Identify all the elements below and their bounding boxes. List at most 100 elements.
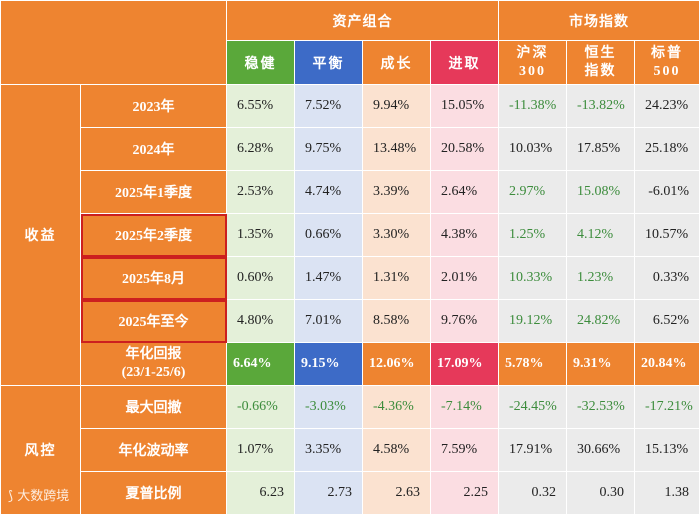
cell: -17.21% bbox=[635, 386, 699, 429]
cell: 9.75% bbox=[295, 128, 363, 171]
cell: 0.33% bbox=[635, 257, 699, 300]
row-label: 2024年 bbox=[81, 128, 227, 171]
cell: 1.47% bbox=[295, 257, 363, 300]
cell: 30.66% bbox=[567, 429, 635, 472]
cell: -6.01% bbox=[635, 171, 699, 214]
cell: 4.80% bbox=[227, 300, 295, 343]
row-label: 年化回报(23/1-25/6) bbox=[81, 343, 227, 386]
cell: 6.23 bbox=[227, 472, 295, 515]
cell-highlight: 12.06% bbox=[363, 343, 431, 386]
cell: 17.85% bbox=[567, 128, 635, 171]
cell: 25.18% bbox=[635, 128, 699, 171]
column-header-aggressive: 进取 bbox=[431, 41, 499, 85]
cell-highlight: 5.78% bbox=[499, 343, 567, 386]
row-label-highlighted: 2025年8月 bbox=[81, 257, 227, 300]
cell: 4.12% bbox=[567, 214, 635, 257]
cell: 2.53% bbox=[227, 171, 295, 214]
cell-highlight: 9.31% bbox=[567, 343, 635, 386]
cell: 10.57% bbox=[635, 214, 699, 257]
cell: 1.07% bbox=[227, 429, 295, 472]
watermark-logo-icon: ⟆ bbox=[8, 489, 13, 504]
cell: -3.03% bbox=[295, 386, 363, 429]
cell: 7.01% bbox=[295, 300, 363, 343]
row-label: 夏普比例 bbox=[81, 472, 227, 515]
cell: 15.05% bbox=[431, 85, 499, 128]
cell: 10.03% bbox=[499, 128, 567, 171]
cell: 15.13% bbox=[635, 429, 699, 472]
column-header-steady: 稳健 bbox=[227, 41, 295, 85]
cell-highlight: 17.09% bbox=[431, 343, 499, 386]
cell: 24.23% bbox=[635, 85, 699, 128]
cell: 1.23% bbox=[567, 257, 635, 300]
column-header-balanced: 平衡 bbox=[295, 41, 363, 85]
row-label-highlighted: 2025年至今 bbox=[81, 300, 227, 343]
cell-highlight: 6.64% bbox=[227, 343, 295, 386]
cell: 6.28% bbox=[227, 128, 295, 171]
column-header-growth: 成长 bbox=[363, 41, 431, 85]
cell: 13.48% bbox=[363, 128, 431, 171]
portfolio-group-header: 资产组合 bbox=[227, 1, 499, 41]
cell: 10.33% bbox=[499, 257, 567, 300]
cell: 3.30% bbox=[363, 214, 431, 257]
row-label: 2023年 bbox=[81, 85, 227, 128]
table-row: 夏普比例 6.23 2.73 2.63 2.25 0.32 0.30 1.38 bbox=[1, 472, 699, 515]
cell: 3.35% bbox=[295, 429, 363, 472]
table-row: 年化波动率 1.07% 3.35% 4.58% 7.59% 17.91% 30.… bbox=[1, 429, 699, 472]
cell: 4.38% bbox=[431, 214, 499, 257]
cell: 17.91% bbox=[499, 429, 567, 472]
cell: 9.76% bbox=[431, 300, 499, 343]
cell: 20.58% bbox=[431, 128, 499, 171]
cell: 15.08% bbox=[567, 171, 635, 214]
table-row-annualized: 年化回报(23/1-25/6) 6.64% 9.15% 12.06% 17.09… bbox=[1, 343, 699, 386]
cell-highlight: 20.84% bbox=[635, 343, 699, 386]
cell-highlight: 9.15% bbox=[295, 343, 363, 386]
cell: 0.60% bbox=[227, 257, 295, 300]
row-label-highlighted: 2025年2季度 bbox=[81, 214, 227, 257]
cell: 4.58% bbox=[363, 429, 431, 472]
table-row: 2025年至今 4.80% 7.01% 8.58% 9.76% 19.12% 2… bbox=[1, 300, 699, 343]
header-corner bbox=[1, 1, 227, 85]
table-row: 风控 最大回撤 -0.66% -3.03% -4.36% -7.14% -24.… bbox=[1, 386, 699, 429]
cell: -0.66% bbox=[227, 386, 295, 429]
cell: 6.52% bbox=[635, 300, 699, 343]
cell: -4.36% bbox=[363, 386, 431, 429]
cell: 0.66% bbox=[295, 214, 363, 257]
cell: 2.97% bbox=[499, 171, 567, 214]
section-label-returns: 收益 bbox=[1, 85, 81, 386]
cell: 2.64% bbox=[431, 171, 499, 214]
cell: -7.14% bbox=[431, 386, 499, 429]
cell: 24.82% bbox=[567, 300, 635, 343]
cell: 1.35% bbox=[227, 214, 295, 257]
table-row: 收益 2023年 6.55% 7.52% 9.94% 15.05% -11.38… bbox=[1, 85, 699, 128]
cell: 2.25 bbox=[431, 472, 499, 515]
cell: 4.74% bbox=[295, 171, 363, 214]
cell: 1.38 bbox=[635, 472, 699, 515]
cell: 7.59% bbox=[431, 429, 499, 472]
cell: 0.30 bbox=[567, 472, 635, 515]
cell: -13.82% bbox=[567, 85, 635, 128]
table-row: 2025年1季度 2.53% 4.74% 3.39% 2.64% 2.97% 1… bbox=[1, 171, 699, 214]
cell: 7.52% bbox=[295, 85, 363, 128]
cell: 1.25% bbox=[499, 214, 567, 257]
watermark: ⟆ 大数跨境 bbox=[8, 485, 69, 504]
cell: 2.01% bbox=[431, 257, 499, 300]
cell: 6.55% bbox=[227, 85, 295, 128]
cell: 0.32 bbox=[499, 472, 567, 515]
cell: 9.94% bbox=[363, 85, 431, 128]
cell: -24.45% bbox=[499, 386, 567, 429]
cell: 2.63 bbox=[363, 472, 431, 515]
cell: 3.39% bbox=[363, 171, 431, 214]
table-row: 2024年 6.28% 9.75% 13.48% 20.58% 10.03% 1… bbox=[1, 128, 699, 171]
column-header-hang-seng: 恒生指数 bbox=[567, 41, 635, 85]
cell: 1.31% bbox=[363, 257, 431, 300]
cell: -11.38% bbox=[499, 85, 567, 128]
row-label: 最大回撤 bbox=[81, 386, 227, 429]
market-index-group-header: 市场指数 bbox=[499, 1, 699, 41]
cell: -32.53% bbox=[567, 386, 635, 429]
table-row: 2025年8月 0.60% 1.47% 1.31% 2.01% 10.33% 1… bbox=[1, 257, 699, 300]
cell: 2.73 bbox=[295, 472, 363, 515]
row-label: 年化波动率 bbox=[81, 429, 227, 472]
